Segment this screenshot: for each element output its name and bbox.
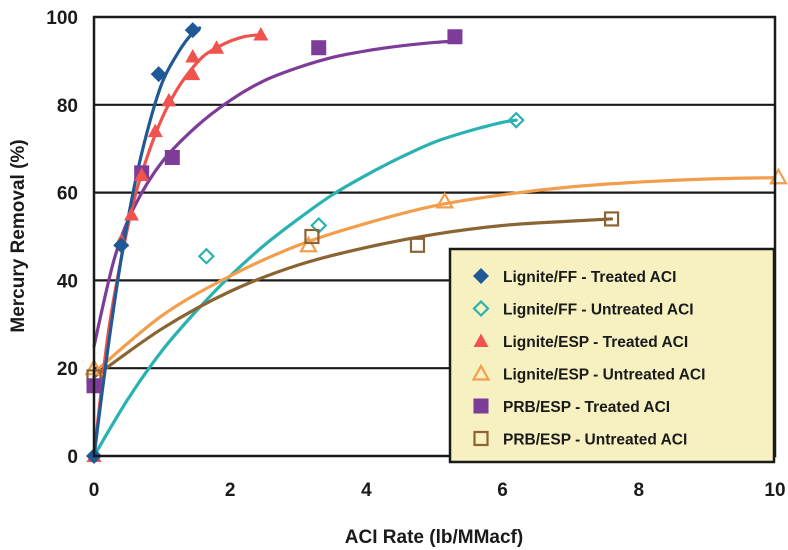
x-tick-label: 4	[361, 480, 372, 501]
trend-line	[92, 26, 202, 458]
data-point	[147, 123, 163, 138]
data-point	[185, 66, 201, 81]
legend-marker	[473, 333, 489, 347]
trend-lines	[92, 26, 777, 458]
data-point	[409, 237, 426, 253]
x-tick-label: 0	[89, 480, 100, 501]
y-tick-label: 80	[57, 96, 78, 117]
data-point	[113, 237, 130, 254]
x-tick-label: 6	[497, 480, 508, 501]
legend-marker	[473, 268, 489, 284]
data-point	[299, 235, 318, 253]
y-tick-label: 40	[57, 271, 78, 292]
legend-label: PRB/ESP - Untreated ACI	[503, 432, 687, 449]
data-point	[507, 111, 525, 129]
data-point	[150, 66, 167, 83]
data-point	[161, 92, 177, 107]
legend: Lignite/FF - Treated ACI Lignite/FF - Unt…	[448, 247, 776, 464]
legend-label: Lignite/FF - Untreated ACI	[503, 302, 694, 319]
legend-marker	[472, 299, 490, 318]
y-tick-label: 60	[57, 184, 78, 205]
data-point	[184, 22, 201, 39]
trend-line	[92, 118, 518, 458]
y-tick-label: 20	[57, 359, 78, 380]
x-tick-label: 2	[225, 480, 236, 501]
legend-label: Lignite/FF - Treated ACI	[503, 269, 676, 286]
data-point	[603, 211, 620, 227]
legend-label: Lignite/ESP - Untreated ACI	[503, 367, 705, 384]
legend-box	[448, 247, 776, 464]
data-point	[164, 149, 180, 165]
x-tick-label: 10	[764, 480, 785, 501]
legend-marker	[473, 398, 489, 414]
y-tick-label: 0	[67, 447, 78, 468]
data-point	[435, 191, 455, 209]
data-point	[185, 49, 201, 63]
data-point	[253, 27, 269, 41]
data-point	[123, 207, 139, 221]
y-tick-label: 100	[46, 8, 78, 29]
data-point	[197, 247, 215, 265]
legend-marker	[473, 430, 489, 447]
legend-label: Lignite/ESP - Treated ACI	[503, 334, 688, 351]
trend-line	[92, 217, 614, 379]
data-point	[447, 29, 463, 45]
axis-ticks: 0 20 40 60 80 100 0 2 4 6 8 10	[46, 8, 785, 501]
x-tick-label: 8	[634, 480, 645, 501]
legend-label: PRB/ESP - Treated ACI	[503, 399, 670, 416]
plot-frame	[92, 15, 777, 458]
data-point	[311, 40, 327, 56]
data-point	[134, 167, 150, 182]
trend-line	[92, 176, 777, 375]
legend-marker	[471, 363, 491, 381]
y-axis-title: Mercury Removal (%)	[8, 139, 29, 332]
x-axis-title: ACI Rate (lb/MMacf)	[345, 527, 523, 548]
data-point	[304, 228, 320, 245]
data-point	[209, 40, 225, 54]
